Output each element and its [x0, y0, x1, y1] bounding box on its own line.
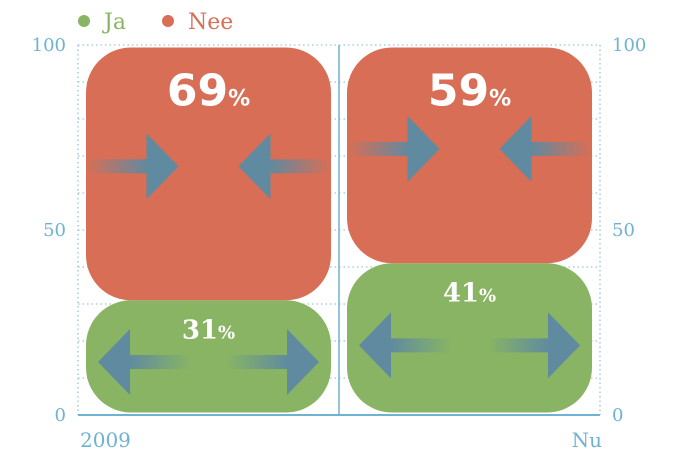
- legend: Ja Nee: [78, 10, 233, 35]
- arrow-right-icon: [488, 312, 580, 379]
- axes: 0 0 50 50 100 100 2009 Nu: [32, 35, 647, 452]
- data-label: 31%: [182, 315, 235, 345]
- arrow-left-icon: [359, 312, 451, 379]
- y-tick-label-right: 0: [612, 405, 623, 426]
- data-label: 41%: [443, 278, 496, 308]
- y-tick-label-left: 100: [32, 35, 66, 56]
- legend-label: Nee: [188, 10, 233, 35]
- arrow-left-icon: [98, 329, 190, 396]
- legend-marker-icon: [162, 15, 174, 27]
- legend-label: Ja: [102, 10, 126, 35]
- arrow-right-icon: [227, 329, 319, 396]
- bar: [347, 263, 592, 413]
- y-tick-label-right: 50: [612, 220, 635, 241]
- bar: [86, 300, 331, 413]
- y-tick-label-left: 50: [43, 220, 66, 241]
- y-tick-label-left: 0: [55, 405, 66, 426]
- bar: [86, 47, 331, 301]
- bar-segment: 59%: [347, 47, 592, 264]
- legend-item: Nee: [162, 10, 233, 35]
- bar-segment: 69%: [86, 47, 331, 301]
- legend-marker-icon: [78, 15, 90, 27]
- category-label: 2009: [80, 428, 131, 452]
- y-tick-label-right: 100: [612, 35, 646, 56]
- bar-segment: 31%: [86, 300, 331, 413]
- legend-item: Ja: [78, 10, 126, 35]
- category-label: Nu: [572, 428, 603, 452]
- arrow-right-icon: [86, 133, 179, 200]
- arrow-left-icon: [238, 133, 331, 200]
- bars: 31% 69% 41% 59%: [86, 47, 592, 413]
- data-label: 59%: [428, 66, 511, 117]
- data-label: 69%: [167, 66, 250, 117]
- arrow-right-icon: [347, 115, 440, 182]
- bar: [347, 47, 592, 264]
- bar-segment: 41%: [347, 263, 592, 413]
- arrow-left-icon: [499, 115, 592, 182]
